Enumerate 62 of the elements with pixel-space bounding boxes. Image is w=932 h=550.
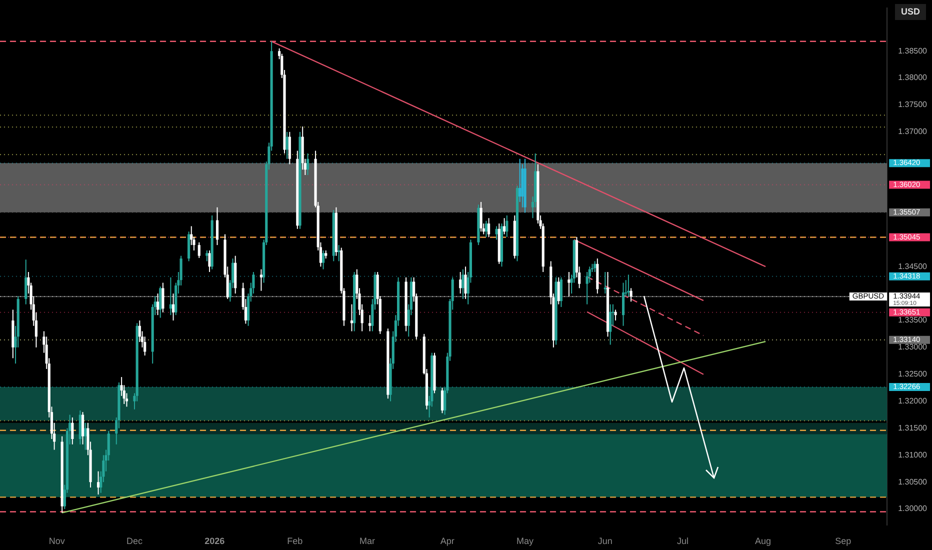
candlestick xyxy=(506,214,508,238)
candlestick xyxy=(159,286,162,318)
candlestick xyxy=(96,470,100,495)
candlestick xyxy=(440,387,444,414)
candlestick xyxy=(286,131,288,160)
y-tick-label: 1.31000 xyxy=(898,450,928,460)
candlestick xyxy=(459,271,462,294)
y-tick-label: 1.37000 xyxy=(898,127,928,136)
y-tick-label: 1.32500 xyxy=(898,370,928,379)
x-tick-label: Sep xyxy=(835,536,852,546)
candlestick xyxy=(614,309,617,321)
candlestick xyxy=(630,288,632,302)
candlestick xyxy=(162,282,164,313)
candlestick xyxy=(172,293,175,321)
y-tick-label: 1.37500 xyxy=(898,100,928,110)
x-tick-label: 2026 xyxy=(204,536,225,546)
y-tick-label: 1.30500 xyxy=(898,477,928,486)
candlestick xyxy=(216,206,219,246)
candlestick xyxy=(81,412,84,445)
candlestick xyxy=(464,266,467,300)
candlestick xyxy=(462,268,464,300)
x-tick-label: Nov xyxy=(48,536,66,546)
candlestick xyxy=(24,259,28,305)
y-tick-label: 1.34500 xyxy=(898,262,928,271)
x-tick-label: Jul xyxy=(677,536,689,546)
candlestick xyxy=(198,242,200,258)
y-tick-label: 1.30000 xyxy=(898,504,928,514)
candlestick xyxy=(260,268,263,292)
x-tick-label: Apr xyxy=(440,536,454,546)
candlestick xyxy=(306,152,310,176)
candlestick xyxy=(288,131,291,165)
x-tick-label: Aug xyxy=(754,536,771,546)
candlestick xyxy=(322,250,325,270)
y-tick-label: 1.38500 xyxy=(898,46,928,56)
y-tick-label: 1.32000 xyxy=(898,396,928,406)
x-tick-label: Dec xyxy=(126,536,143,546)
y-tick-label: 1.33000 xyxy=(898,342,928,352)
x-tick-label: Mar xyxy=(359,536,375,546)
x-tick-label: May xyxy=(516,536,534,546)
candlestick xyxy=(609,304,612,346)
candlestick xyxy=(488,218,490,238)
y-tick-label: 1.33500 xyxy=(898,316,928,325)
y-tick-label: 1.38000 xyxy=(898,73,928,82)
candlestick xyxy=(156,293,160,316)
y-axis-title: USD xyxy=(901,6,920,16)
candlestick xyxy=(206,250,208,262)
candlestick xyxy=(368,314,372,332)
candlestick xyxy=(560,276,563,308)
candlestick xyxy=(71,416,74,445)
candlestick xyxy=(84,422,87,450)
candlestick xyxy=(568,271,570,297)
candlestick xyxy=(627,274,630,297)
candlestick xyxy=(503,218,506,235)
candlestick xyxy=(495,226,498,240)
candlestick xyxy=(208,250,211,272)
x-tick-label: Jun xyxy=(598,536,612,546)
x-tick-label: Feb xyxy=(287,536,303,546)
candlestick xyxy=(557,276,560,305)
candlestick xyxy=(480,201,482,232)
candlestick xyxy=(622,282,625,326)
y-tick-label: 1.31500 xyxy=(898,423,928,432)
candlestick xyxy=(484,220,488,238)
